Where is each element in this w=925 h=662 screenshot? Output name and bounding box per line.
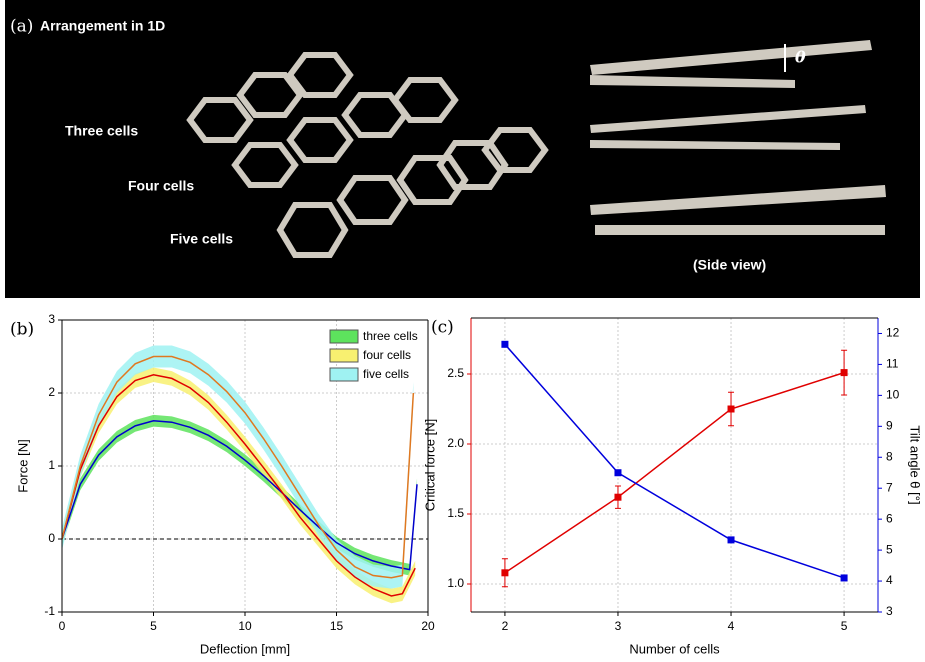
marker bbox=[614, 493, 622, 501]
x-axis-label: Deflection [mm] bbox=[200, 641, 290, 656]
line bbox=[61, 373, 416, 597]
marker bbox=[614, 469, 622, 477]
y-tick-label: 2 bbox=[48, 385, 55, 399]
y-tick-label: 1 bbox=[48, 458, 55, 472]
marker bbox=[501, 340, 509, 348]
y-axis-label: Force [N] bbox=[15, 439, 30, 492]
y-tick-label: 2.5 bbox=[447, 366, 464, 380]
angle-label: θ bbox=[795, 48, 806, 67]
row-label: Five cells bbox=[170, 231, 233, 247]
y2-tick-label: 9 bbox=[886, 418, 893, 432]
y2-tick-label: 8 bbox=[886, 449, 893, 463]
y-tick-label: 1.5 bbox=[447, 506, 464, 520]
row-label: Three cells bbox=[65, 123, 138, 139]
legend-label: three cells bbox=[363, 329, 418, 343]
y2-tick-label: 3 bbox=[886, 604, 893, 618]
photo-title: Arrangement in 1D bbox=[40, 18, 165, 34]
x-tick-label: 5 bbox=[150, 619, 157, 633]
marker bbox=[727, 405, 735, 413]
y2-tick-label: 5 bbox=[886, 542, 893, 556]
line bbox=[504, 371, 845, 574]
y2-tick-label: 11 bbox=[886, 357, 899, 371]
y2-tick-label: 7 bbox=[886, 480, 893, 494]
y2-tick-label: 6 bbox=[886, 511, 893, 525]
y2-tick-label: 12 bbox=[886, 326, 900, 340]
panel-label: (a) bbox=[10, 17, 33, 37]
panel-label: (b) bbox=[10, 320, 34, 340]
y-tick-label: 3 bbox=[48, 312, 55, 326]
y2-axis-label: Tilt angle θ [°] bbox=[908, 425, 923, 504]
y2-tick-label: 10 bbox=[886, 388, 900, 402]
band bbox=[62, 345, 414, 589]
row-label: Four cells bbox=[128, 178, 194, 194]
line bbox=[504, 343, 845, 579]
marker bbox=[727, 536, 735, 544]
y-axis-label: Critical force [N] bbox=[422, 419, 437, 511]
legend-swatch bbox=[329, 329, 359, 344]
y-tick-label: -1 bbox=[44, 604, 55, 618]
side-view-label: (Side view) bbox=[693, 257, 766, 273]
legend-swatch bbox=[329, 348, 359, 363]
legend-swatch bbox=[329, 367, 359, 382]
legend-label: five cells bbox=[363, 367, 409, 381]
cell-photos bbox=[186, 40, 886, 258]
x-tick-label: 20 bbox=[421, 619, 435, 633]
y-tick-label: 1.0 bbox=[447, 576, 464, 590]
y-tick-label: 0 bbox=[48, 531, 55, 545]
x-tick-label: 2 bbox=[502, 619, 509, 633]
marker bbox=[840, 369, 848, 377]
line bbox=[61, 355, 415, 579]
x-tick-label: 3 bbox=[615, 619, 622, 633]
x-tick-label: 4 bbox=[728, 619, 735, 633]
y2-tick-label: 4 bbox=[886, 573, 893, 587]
legend-label: four cells bbox=[363, 348, 411, 362]
marker bbox=[501, 569, 509, 577]
x-tick-label: 15 bbox=[330, 619, 344, 633]
line bbox=[61, 419, 418, 571]
panel-label: (c) bbox=[431, 318, 454, 338]
x-tick-label: 0 bbox=[59, 619, 66, 633]
y-tick-label: 2.0 bbox=[447, 436, 464, 450]
x-tick-label: 5 bbox=[841, 619, 848, 633]
marker bbox=[840, 574, 848, 582]
x-axis-label: Number of cells bbox=[629, 641, 720, 656]
x-tick-label: 10 bbox=[238, 619, 252, 633]
